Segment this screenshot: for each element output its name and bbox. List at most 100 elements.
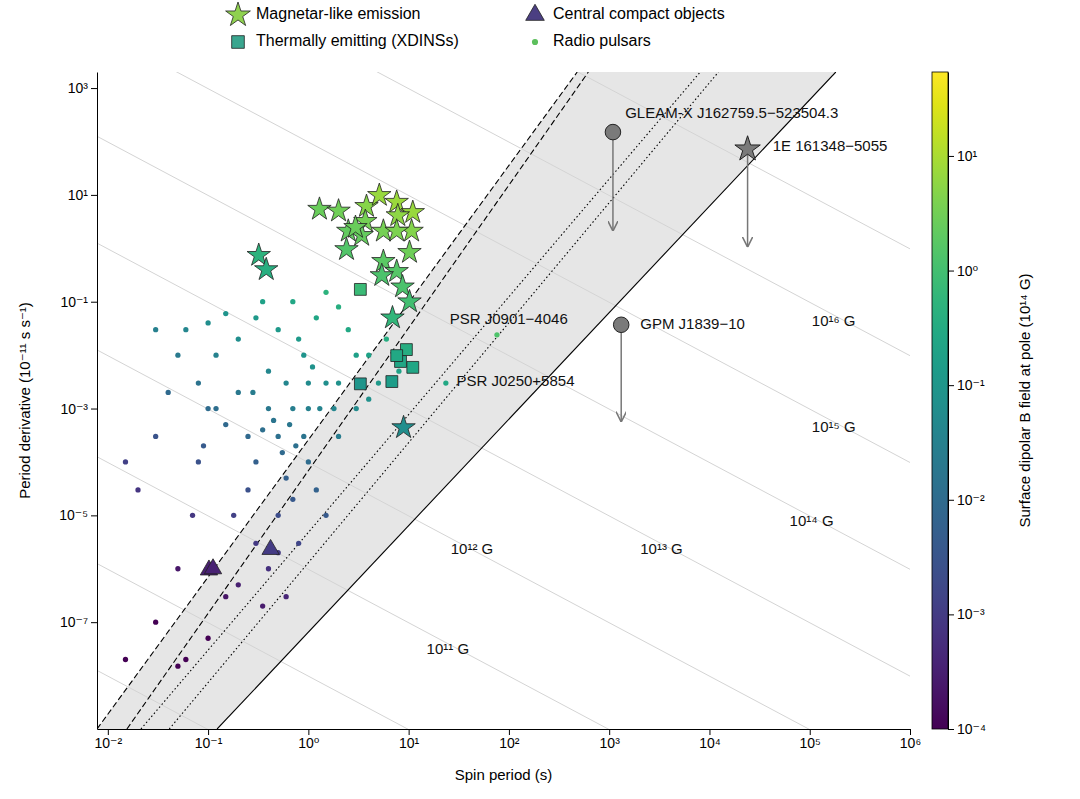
data-point	[201, 443, 206, 448]
annotation: 10¹³ G	[640, 540, 683, 557]
tick: 10³	[600, 729, 621, 751]
shaded-region	[97, 72, 836, 729]
annotation: 10¹⁵ G	[812, 418, 856, 435]
data-point	[236, 582, 241, 587]
data-point	[183, 327, 188, 332]
annotation: 10¹² G	[451, 540, 494, 557]
limit-point	[605, 124, 621, 140]
tick-label: 10⁻³	[957, 606, 985, 622]
data-point	[255, 257, 278, 279]
data-point	[175, 664, 180, 669]
data-point	[153, 620, 158, 625]
data-point	[306, 380, 311, 385]
chart-svg: 10⁻²10⁻¹10⁰10¹10²10³10⁴10⁵10⁶10³10¹10⁻¹1…	[0, 0, 1080, 799]
tick-label: 10⁵	[800, 735, 821, 751]
data-point	[384, 336, 389, 341]
tick: 10¹	[948, 148, 978, 164]
reference-line	[97, 457, 910, 729]
data-point	[280, 450, 285, 455]
tick: 10⁻⁴	[948, 721, 986, 737]
tick: 10⁻¹	[948, 377, 985, 393]
data-point	[260, 427, 265, 432]
data-point	[283, 475, 288, 480]
tick: 10⁰	[948, 263, 979, 279]
data-point	[153, 327, 158, 332]
axis-line	[97, 73, 98, 730]
reference-line	[217, 72, 836, 729]
data-point	[266, 406, 271, 411]
legend-label: Radio pulsars	[553, 32, 651, 49]
tick: 10⁻¹	[195, 729, 223, 751]
tick-mark	[91, 88, 97, 89]
data-point	[370, 263, 393, 285]
legend-label: Thermally emitting (XDINSs)	[256, 32, 459, 49]
data-point	[366, 396, 371, 401]
data-point	[223, 422, 228, 427]
data-point	[262, 539, 279, 554]
data-point	[331, 406, 336, 411]
annotation: 1E 161348−5055	[773, 137, 888, 154]
tick-mark	[948, 271, 954, 272]
data-point	[314, 315, 319, 320]
data-point	[323, 513, 328, 518]
data-point	[401, 200, 424, 222]
data-point	[190, 513, 195, 518]
data-point	[245, 487, 250, 492]
data-point	[287, 422, 292, 427]
data-point	[236, 336, 241, 341]
tick-mark	[91, 515, 97, 516]
data-point	[354, 406, 359, 411]
x-axis: 10⁻²10⁻¹10⁰10¹10²10³10⁴10⁵10⁶	[95, 729, 922, 751]
data-point	[276, 513, 281, 518]
data-point	[213, 352, 218, 357]
data-point	[346, 327, 351, 332]
data-point	[317, 406, 322, 411]
data-point	[494, 332, 499, 337]
data-point	[344, 215, 367, 237]
data-point	[354, 378, 366, 390]
legend-symbol	[232, 36, 245, 49]
tick-label: 10⁻⁴	[957, 721, 986, 737]
upper-limits	[605, 124, 760, 422]
tick: 10⁻²	[95, 729, 123, 751]
legend-symbol	[526, 4, 545, 20]
data-point	[336, 434, 341, 439]
data-point	[301, 434, 306, 439]
data-point	[266, 369, 271, 374]
data-point	[314, 487, 319, 492]
x-axis-title: Spin period (s)	[455, 766, 553, 783]
tick: 10¹	[399, 729, 420, 751]
reference-line	[97, 670, 910, 729]
tick-label: 10⁻⁷	[60, 614, 88, 630]
data-point	[196, 459, 201, 464]
tick: 10⁵	[800, 729, 821, 751]
data-point	[175, 566, 180, 571]
data-point	[166, 390, 171, 395]
data-point	[368, 183, 391, 205]
tick: 10⁻⁷	[60, 614, 97, 630]
y-axis-title: Period derivative (10⁻¹¹ s s⁻¹)	[16, 302, 33, 499]
annotations: GLEAM-X J162759.5−523504.3 1E 161348−5055…	[427, 104, 888, 657]
legend-item: Central compact objects	[526, 4, 725, 22]
annotation: GLEAM-X J162759.5−523504.3	[625, 104, 838, 121]
data-point	[283, 380, 288, 385]
legend-symbol	[532, 39, 538, 45]
legend-label: Central compact objects	[553, 5, 725, 22]
tick: 10⁻²	[948, 492, 985, 508]
tick-label: 10³	[600, 735, 621, 751]
legend-symbol	[226, 2, 251, 26]
data-point	[231, 513, 236, 518]
data-point	[354, 283, 366, 295]
data-point	[260, 299, 265, 304]
data-point	[213, 406, 218, 411]
data-point	[296, 336, 301, 341]
data-point	[396, 369, 401, 374]
annotation: GPM J1839−10	[640, 315, 745, 332]
data-point	[290, 406, 295, 411]
data-point	[293, 443, 298, 448]
data-point	[175, 352, 180, 357]
data-point	[323, 380, 328, 385]
limit-arrow	[612, 132, 614, 231]
series-triangle	[200, 539, 279, 575]
data-point	[398, 289, 421, 311]
